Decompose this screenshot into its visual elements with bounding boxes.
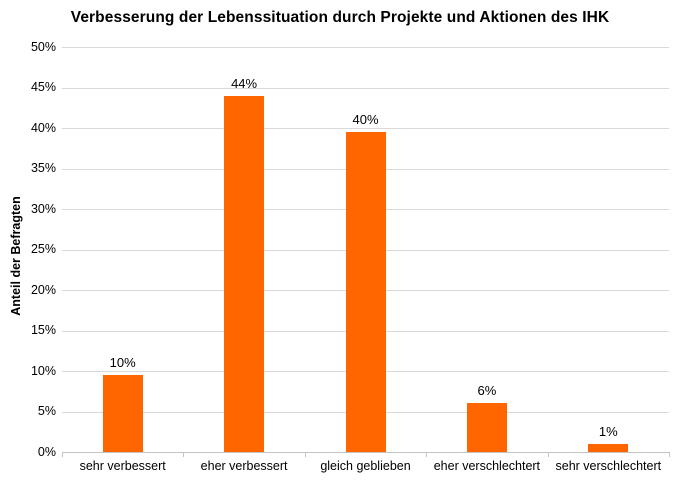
bar-eher-verschlechtert: [466, 403, 507, 452]
x-category-label: gleich geblieben: [320, 459, 411, 473]
bar-value-label: 10%: [109, 355, 136, 371]
y-tick-label: 15%: [30, 323, 56, 337]
x-axis-tick: [426, 452, 428, 457]
chart-title: Verbesserung der Lebenssituation durch P…: [70, 9, 610, 26]
y-tick-label: 45%: [30, 80, 56, 94]
gridline: [62, 47, 669, 48]
y-tick-label: 5%: [37, 404, 56, 418]
x-axis-tick: [62, 452, 63, 457]
y-tick-label: 40%: [30, 120, 56, 135]
x-axis-tick: [304, 452, 306, 457]
bar-value-label: 44%: [231, 75, 258, 91]
gridline: [62, 128, 669, 129]
bar-eher-verbessert: [224, 95, 265, 452]
y-tick-label: 50%: [30, 39, 56, 54]
y-tick-label: 25%: [30, 242, 56, 256]
y-tick-label: 30%: [30, 201, 56, 216]
y-tick-label: 10%: [30, 363, 56, 378]
x-axis-tick: [669, 452, 670, 457]
bar-sehr-verbessert: [102, 375, 143, 452]
bar-gleich-geblieben: [345, 132, 386, 452]
y-tick-label: 20%: [30, 282, 56, 297]
y-tick-label: 0%: [37, 444, 56, 459]
x-axis-tick: [547, 452, 549, 457]
gridline: [62, 87, 669, 89]
x-category-label: eher verbessert: [200, 459, 288, 473]
x-axis-line: [62, 452, 669, 453]
y-tick-label: 35%: [30, 161, 56, 175]
plot-area: 10% 44% 40% 6% 1%: [62, 47, 670, 457]
x-axis-tick: [183, 452, 185, 457]
bar-value-label: 6%: [477, 383, 497, 399]
bar-value-label: 40%: [352, 112, 379, 128]
bar-sehr-verschlechtert: [588, 443, 629, 452]
x-category-label: sehr verbessert: [79, 459, 166, 473]
x-category-label: eher verschlechtert: [433, 459, 541, 473]
bar-value-label: 1%: [598, 423, 618, 439]
x-category-label: sehr verschlechtert: [555, 459, 662, 473]
